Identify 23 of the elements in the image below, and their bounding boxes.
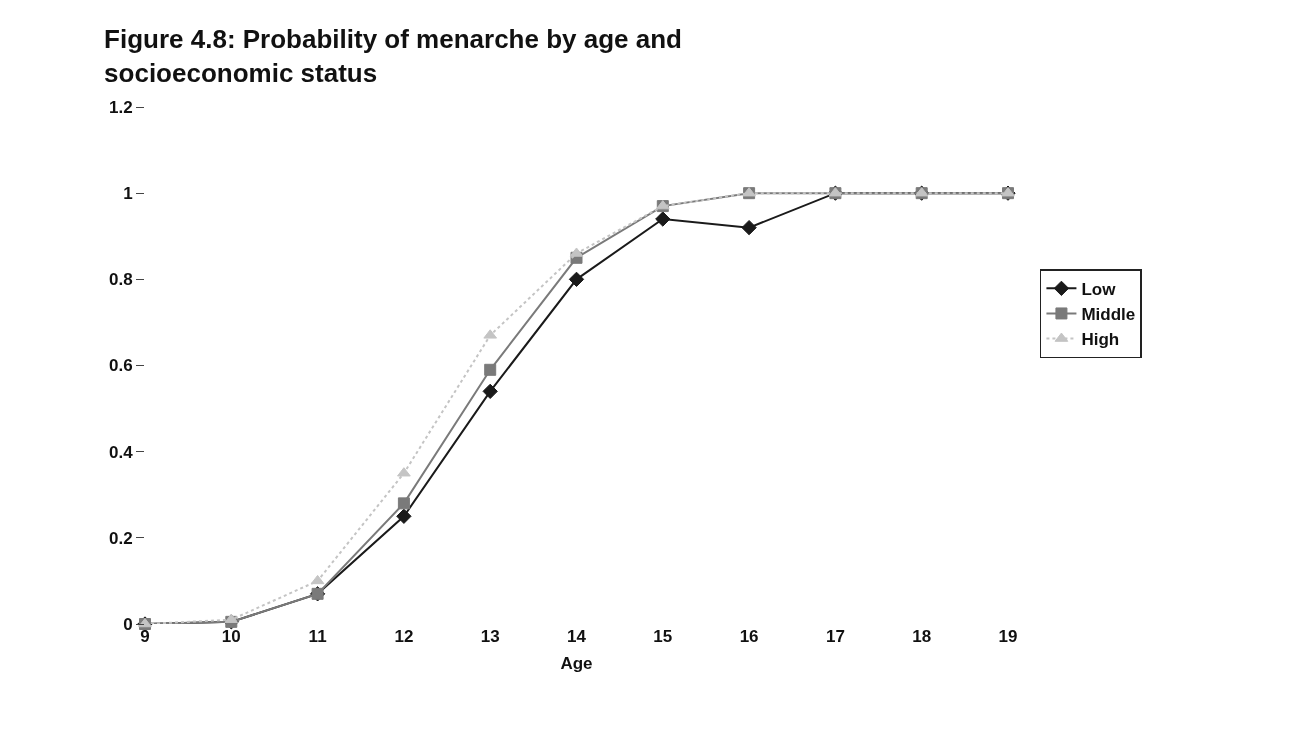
x-tick-label: 17	[825, 627, 845, 646]
x-tick-label: 14	[567, 627, 587, 646]
y-tick-label: 0	[123, 614, 133, 634]
x-tick-label: 18	[912, 627, 932, 646]
y-tick-label: 0.8	[108, 270, 133, 290]
chart-title: Figure 4.8: Probability of menarche by age and socioeconomic status	[104, 24, 682, 88]
x-tick-label: 19	[998, 627, 1018, 646]
legend-label: High	[1081, 330, 1120, 350]
x-tick-label: 12	[394, 627, 414, 646]
x-tick-label: 9	[140, 627, 150, 646]
x-tick-label: 10	[221, 627, 241, 646]
legend-label: Middle	[1081, 305, 1136, 325]
x-tick-label: 13	[480, 627, 500, 646]
x-tick-label: 15	[653, 627, 673, 646]
y-tick-label: 0.4	[108, 442, 134, 462]
y-tick-label: 0.6	[108, 356, 133, 376]
x-axis-title: Age	[560, 654, 593, 674]
y-tick-label: 0.2	[108, 528, 133, 548]
x-tick-label: 11	[308, 627, 327, 646]
y-tick-label: 1	[123, 184, 133, 204]
legend-label: Low	[1081, 279, 1117, 299]
x-tick-label: 16	[739, 627, 759, 646]
y-tick-label: 1.2	[108, 97, 133, 117]
